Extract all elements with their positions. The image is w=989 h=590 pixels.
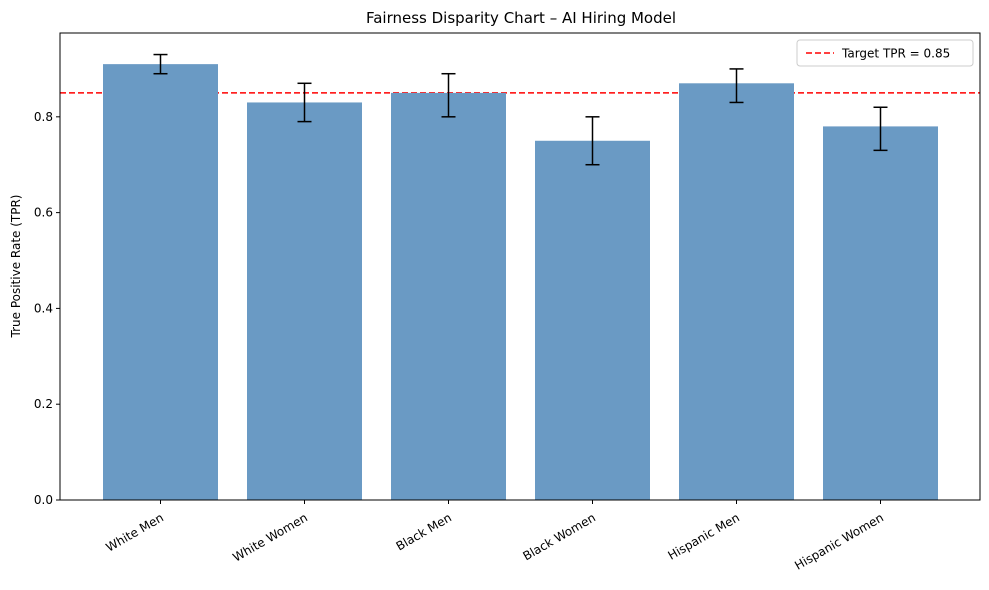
legend-box [796,39,974,67]
bars-layer [103,64,938,501]
y-tick-label: 0.2 [34,397,53,411]
y-tick-label: 0.0 [34,493,53,507]
x-tick-label: Black Men [394,510,454,553]
x-tick-label: Black Women [520,510,598,563]
x-tick-label: White Women [230,510,310,564]
y-tick-label: 0.8 [34,110,53,124]
legend-label: Target TPR = 0.85 [841,47,950,61]
bar [103,64,218,500]
bar [823,126,938,501]
chart-title: Fairness Disparity Chart – AI Hiring Mod… [366,9,676,27]
y-tick-label: 0.4 [34,301,53,315]
plot-frame [59,32,981,501]
error-bar [441,72,456,118]
error-bars-layer [153,53,888,166]
y-ticks-layer: 0.0 0.2 0.4 0.6 0.8 [34,110,60,507]
x-tick-label: Hispanic Women [792,510,886,572]
error-bar [585,116,600,166]
error-bar [153,53,168,75]
bar [679,83,794,501]
bar [391,92,506,500]
error-bar [729,68,744,104]
x-ticks-layer: White Men White Women Black Men Black Women… [104,500,886,573]
y-axis-label: True Positive Rate (TPR) [9,195,23,339]
error-bar [297,82,312,123]
error-bar [873,106,888,152]
legend: Target TPR = 0.85 [796,39,974,67]
x-tick-label: Hispanic Men [665,510,742,562]
bar [247,102,362,500]
y-tick-label: 0.6 [34,206,53,220]
x-tick-label: White Men [104,510,166,554]
bar [535,140,650,500]
